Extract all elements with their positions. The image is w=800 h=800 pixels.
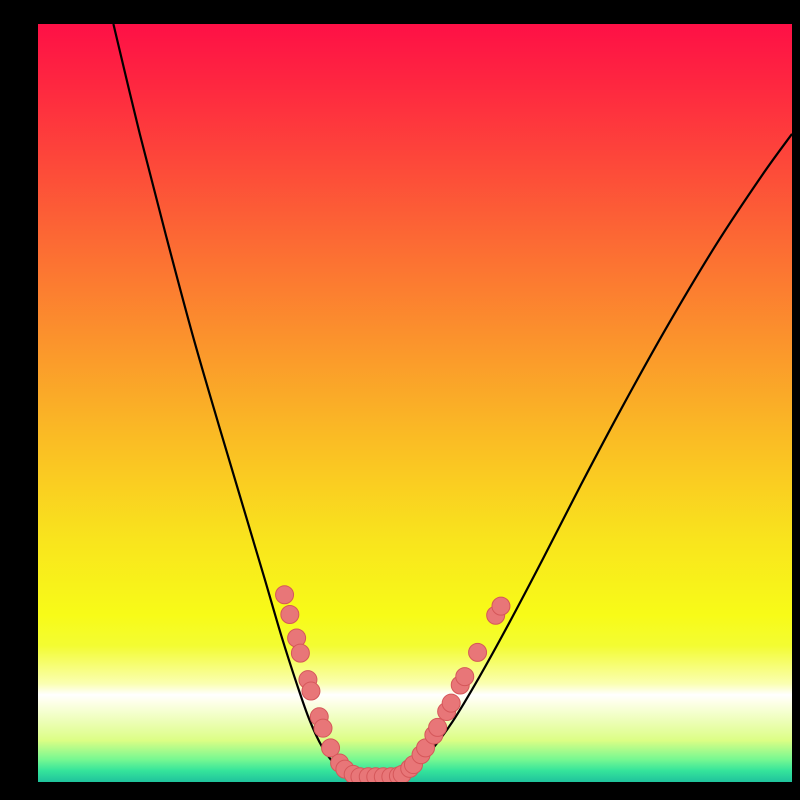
data-marker: [492, 597, 510, 615]
bottleneck-chart: [0, 0, 800, 800]
data-marker: [281, 605, 299, 623]
frame-border: [0, 0, 38, 800]
data-marker: [302, 682, 320, 700]
frame-border: [0, 782, 800, 800]
data-marker: [314, 719, 332, 737]
data-marker: [469, 643, 487, 661]
frame-border: [792, 0, 800, 800]
frame-border: [0, 0, 800, 24]
data-marker: [456, 668, 474, 686]
data-marker: [442, 694, 460, 712]
gradient-background: [38, 24, 792, 782]
data-marker: [429, 718, 447, 736]
data-marker: [276, 586, 294, 604]
data-marker: [291, 644, 309, 662]
